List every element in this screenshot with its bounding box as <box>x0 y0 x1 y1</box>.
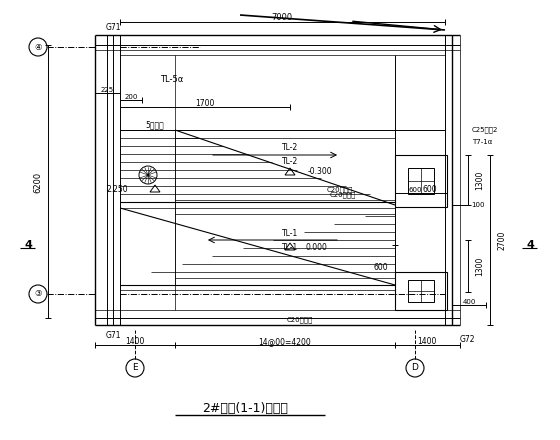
Text: C25楼板2: C25楼板2 <box>472 127 498 133</box>
Text: 225: 225 <box>100 87 114 93</box>
Text: D: D <box>412 363 418 373</box>
Text: 1300: 1300 <box>475 170 484 190</box>
Text: 0.000: 0.000 <box>305 242 327 252</box>
Text: E: E <box>132 363 138 373</box>
Text: 2#楼梯(1-1)平面图: 2#楼梯(1-1)平面图 <box>202 401 288 414</box>
Bar <box>408 280 434 302</box>
Text: C20楼梯间: C20楼梯间 <box>330 192 356 198</box>
Text: 600: 600 <box>374 264 388 272</box>
Text: G71: G71 <box>105 23 121 33</box>
Text: 600: 600 <box>408 187 422 193</box>
Text: 2700: 2700 <box>497 230 506 249</box>
Text: 14@00=4200: 14@00=4200 <box>259 337 311 346</box>
Text: ④: ④ <box>34 43 42 51</box>
Text: ③: ③ <box>34 290 42 298</box>
Text: 2.250: 2.250 <box>106 184 128 194</box>
Text: G72: G72 <box>460 335 475 345</box>
Bar <box>408 168 434 194</box>
Text: TL-5α: TL-5α <box>160 76 183 84</box>
Bar <box>395 272 447 310</box>
Text: 5厚踏板: 5厚踏板 <box>146 121 165 129</box>
Text: 1300: 1300 <box>475 257 484 276</box>
Bar <box>395 155 447 207</box>
Text: -0.300: -0.300 <box>308 168 333 176</box>
Text: 1700: 1700 <box>195 99 214 109</box>
Text: 400: 400 <box>463 299 475 305</box>
Text: 1400: 1400 <box>417 337 437 346</box>
Text: 6200: 6200 <box>34 172 43 193</box>
Text: TL-2: TL-2 <box>282 143 298 153</box>
Text: TL-1: TL-1 <box>282 228 298 238</box>
Text: 4: 4 <box>24 240 32 250</box>
Text: TL-1: TL-1 <box>282 243 298 253</box>
Text: 200: 200 <box>124 94 138 100</box>
Text: TL-2: TL-2 <box>282 158 298 166</box>
Text: 600: 600 <box>423 186 437 194</box>
Text: 7000: 7000 <box>272 14 292 22</box>
Text: 100: 100 <box>472 202 485 208</box>
Text: 4: 4 <box>526 240 534 250</box>
Text: C20楼梯间: C20楼梯间 <box>287 317 313 323</box>
Text: T7-1α: T7-1α <box>472 139 492 145</box>
Text: 1400: 1400 <box>125 337 144 346</box>
Text: C20楼梯间: C20楼梯间 <box>327 187 353 193</box>
Text: G71: G71 <box>105 330 121 340</box>
